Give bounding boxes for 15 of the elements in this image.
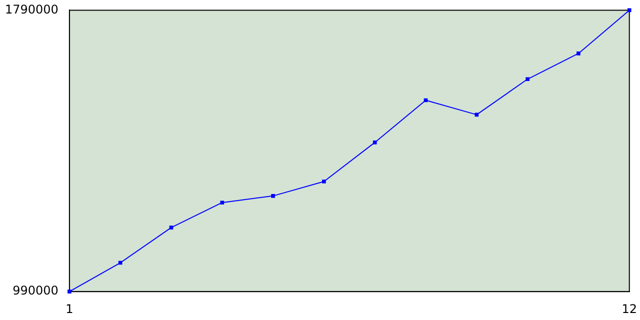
point [627,8,632,12]
point [271,194,275,198]
point [372,140,377,144]
point [169,226,174,230]
x-tick-label: 1 [66,302,74,316]
point [322,180,326,184]
point [68,290,72,294]
point [526,77,530,82]
y-tick-label: 1790000 [4,2,58,16]
point [118,260,122,265]
point [576,52,580,56]
x-tick-label: 12 [622,302,638,316]
point [474,112,479,117]
y-tick-label: 990000 [12,284,58,298]
point [220,200,224,205]
